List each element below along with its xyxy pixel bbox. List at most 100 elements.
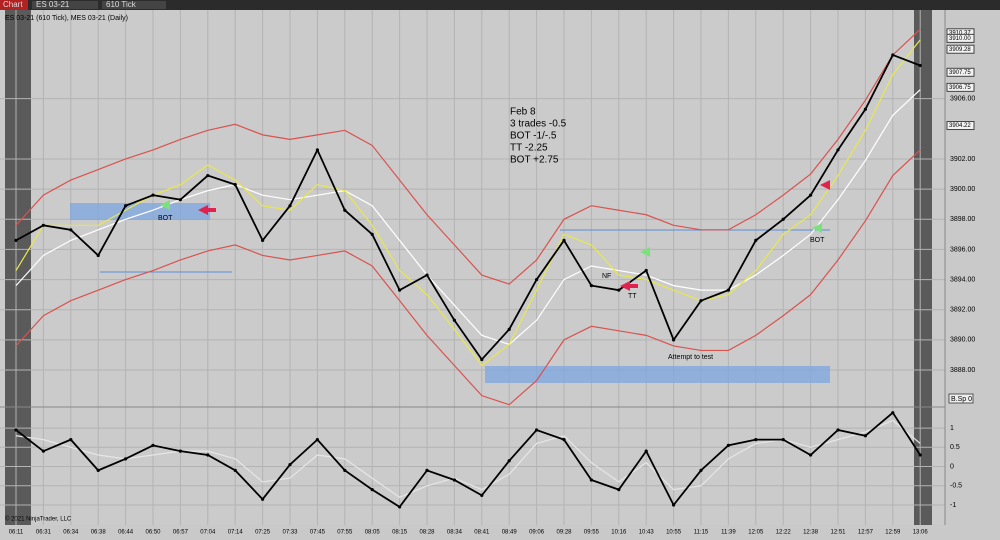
annotation: TT -2.25	[510, 143, 548, 154]
series-line	[15, 39, 921, 367]
bsp-box	[948, 393, 974, 404]
series-line	[15, 53, 921, 361]
y-tick-label: 0	[950, 463, 954, 470]
x-tick-label: 07:25	[255, 530, 271, 536]
price-point	[672, 503, 676, 507]
price-point	[343, 468, 347, 472]
annotation: BOT -1/-.5	[510, 131, 557, 142]
price-point	[809, 193, 813, 197]
series-line	[15, 149, 921, 406]
chart-label: ES 03-21 (610 Tick), MES 03-21 (Daily)	[5, 15, 128, 22]
zone	[485, 366, 830, 383]
bsp-label: B.Sp 0	[951, 396, 972, 403]
price-point	[452, 478, 456, 482]
x-tick-label: 06:38	[91, 530, 107, 536]
x-tick-label: 06:50	[145, 530, 161, 536]
instrument-selector[interactable]	[32, 1, 98, 9]
chart-tab[interactable]	[0, 0, 28, 10]
x-tick-label: 07:33	[282, 530, 298, 536]
y-tick-label: 3902.00	[950, 156, 975, 163]
x-tick-label: 07:55	[337, 530, 353, 536]
price-point	[206, 173, 210, 178]
y-tick-label: -1	[950, 502, 956, 509]
x-tick-label: 12:57	[858, 530, 874, 536]
price-point	[726, 288, 731, 292]
x-tick-label: 08:28	[419, 530, 435, 536]
price-point	[233, 468, 237, 472]
annotation: BOT	[810, 237, 825, 244]
y-tick-label: 3890.00	[950, 337, 975, 344]
price-marker	[946, 44, 975, 54]
y-tick-label: 3898.00	[950, 216, 975, 223]
annotation: 3 trades -0.5	[510, 119, 567, 130]
price-marker-label: 3904.22	[949, 123, 971, 129]
price-point	[288, 463, 292, 467]
interval-selector[interactable]	[102, 1, 166, 9]
price-point	[343, 208, 347, 212]
series-line	[15, 419, 921, 498]
toolbar-title: Chart	[3, 0, 23, 9]
sell-arrow	[820, 180, 830, 190]
y-tick-label: 3896.00	[950, 246, 975, 253]
session-break	[914, 10, 932, 525]
price-point	[535, 277, 539, 282]
price-point	[507, 327, 511, 331]
price-point	[918, 453, 922, 457]
x-tick-label: 10:55	[666, 530, 682, 536]
x-tick-label: 09:28	[556, 530, 572, 536]
y-tick-label: 3906.00	[950, 96, 975, 103]
series-line	[15, 28, 921, 285]
price-marker-label: 3910.00	[949, 36, 971, 42]
price-point	[206, 453, 210, 457]
price-marker-label: 3910.37	[949, 30, 971, 36]
x-tick-label: 08:15	[392, 530, 408, 536]
interval: 610 Tick	[106, 0, 137, 9]
x-tick-label: 10:16	[611, 530, 627, 536]
x-tick-label: 07:45	[310, 530, 326, 536]
annotation: NF	[602, 273, 611, 280]
buy-arrow	[160, 200, 170, 210]
price-point	[589, 478, 594, 482]
x-tick-label: 10:43	[639, 530, 655, 536]
x-tick-label: 08:05	[365, 530, 381, 536]
x-tick-label: 06:31	[36, 530, 52, 536]
x-tick-label: 07:04	[200, 530, 216, 536]
price-point	[535, 428, 539, 432]
price-point	[96, 253, 100, 258]
price-point	[617, 488, 621, 492]
price-point	[14, 238, 18, 242]
sell-arrow	[620, 281, 638, 291]
price-marker	[946, 121, 975, 131]
price-point	[836, 428, 840, 432]
price-point	[425, 273, 429, 277]
annotation: TT	[628, 293, 637, 300]
annotation: Attempt to test	[668, 354, 713, 361]
y-tick-label: 3888.00	[950, 367, 975, 374]
x-tick-label: 09:06	[529, 530, 545, 536]
y-tick-label: 3900.00	[950, 186, 975, 193]
price-point	[891, 411, 895, 415]
price-point	[754, 438, 758, 442]
price-point	[14, 428, 18, 432]
price-point	[672, 338, 676, 342]
price-point	[178, 449, 182, 453]
price-point	[507, 459, 511, 463]
x-tick-label: 09:55	[584, 530, 600, 536]
sell-arrow	[198, 205, 216, 215]
price-point	[863, 107, 868, 111]
price-point	[233, 183, 237, 187]
price-marker-label: 3907.75	[949, 70, 971, 76]
x-tick-label: 07:14	[228, 530, 244, 536]
buy-arrow	[812, 223, 822, 233]
price-point	[261, 238, 265, 242]
price-point	[69, 228, 73, 232]
x-tick-label: 08:41	[474, 530, 490, 536]
price-point	[261, 497, 265, 501]
y-tick-label: 0.5	[950, 444, 960, 451]
x-tick-label: 13:06	[913, 530, 929, 536]
price-point	[480, 357, 484, 362]
price-point	[699, 468, 703, 472]
price-marker-label: 3909.28	[949, 47, 971, 53]
price-point	[891, 53, 895, 57]
